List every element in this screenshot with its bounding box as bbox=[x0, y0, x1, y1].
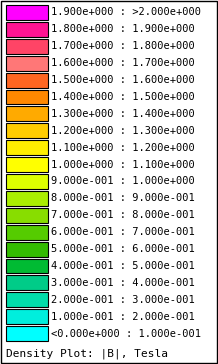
Text: 1.400e+000 : 1.500e+000: 1.400e+000 : 1.500e+000 bbox=[51, 92, 195, 102]
Bar bbox=[6, 56, 48, 71]
Bar bbox=[6, 22, 48, 37]
Text: 6.000e-001 : 7.000e-001: 6.000e-001 : 7.000e-001 bbox=[51, 227, 195, 237]
Bar bbox=[6, 242, 48, 257]
Bar bbox=[6, 123, 48, 138]
Bar bbox=[6, 258, 48, 273]
Text: 9.000e-001 : 1.000e+000: 9.000e-001 : 1.000e+000 bbox=[51, 177, 195, 186]
Text: 1.300e+000 : 1.400e+000: 1.300e+000 : 1.400e+000 bbox=[51, 109, 195, 119]
Text: 3.000e-001 : 4.000e-001: 3.000e-001 : 4.000e-001 bbox=[51, 278, 195, 288]
Bar bbox=[6, 208, 48, 223]
Text: <0.000e+000 : 1.000e-001: <0.000e+000 : 1.000e-001 bbox=[51, 329, 201, 339]
Text: 1.700e+000 : 1.800e+000: 1.700e+000 : 1.800e+000 bbox=[51, 41, 195, 51]
Text: 5.000e-001 : 6.000e-001: 5.000e-001 : 6.000e-001 bbox=[51, 244, 195, 254]
Text: 1.800e+000 : 1.900e+000: 1.800e+000 : 1.900e+000 bbox=[51, 24, 195, 34]
Bar bbox=[6, 39, 48, 54]
Bar bbox=[6, 5, 48, 20]
Bar bbox=[6, 106, 48, 121]
Text: 1.100e+000 : 1.200e+000: 1.100e+000 : 1.200e+000 bbox=[51, 143, 195, 153]
Bar bbox=[6, 309, 48, 324]
Bar bbox=[6, 72, 48, 87]
Bar bbox=[6, 90, 48, 104]
Bar bbox=[6, 174, 48, 189]
Text: 7.000e-001 : 8.000e-001: 7.000e-001 : 8.000e-001 bbox=[51, 210, 195, 220]
Text: 1.500e+000 : 1.600e+000: 1.500e+000 : 1.600e+000 bbox=[51, 75, 195, 85]
Text: 1.600e+000 : 1.700e+000: 1.600e+000 : 1.700e+000 bbox=[51, 58, 195, 68]
Bar bbox=[6, 191, 48, 206]
Bar bbox=[6, 157, 48, 172]
Text: 1.000e-001 : 2.000e-001: 1.000e-001 : 2.000e-001 bbox=[51, 312, 195, 322]
Text: 4.000e-001 : 5.000e-001: 4.000e-001 : 5.000e-001 bbox=[51, 261, 195, 271]
Text: Density Plot: |B|, Tesla: Density Plot: |B|, Tesla bbox=[6, 349, 168, 359]
Text: 1.000e+000 : 1.100e+000: 1.000e+000 : 1.100e+000 bbox=[51, 159, 195, 170]
Text: 1.200e+000 : 1.300e+000: 1.200e+000 : 1.300e+000 bbox=[51, 126, 195, 136]
Bar bbox=[6, 140, 48, 155]
Bar bbox=[6, 225, 48, 240]
Text: 8.000e-001 : 9.000e-001: 8.000e-001 : 9.000e-001 bbox=[51, 193, 195, 203]
Text: 1.900e+000 : >2.000e+000: 1.900e+000 : >2.000e+000 bbox=[51, 7, 201, 17]
Bar bbox=[6, 276, 48, 290]
Bar bbox=[6, 326, 48, 341]
Text: 2.000e-001 : 3.000e-001: 2.000e-001 : 3.000e-001 bbox=[51, 295, 195, 305]
Bar bbox=[6, 292, 48, 307]
